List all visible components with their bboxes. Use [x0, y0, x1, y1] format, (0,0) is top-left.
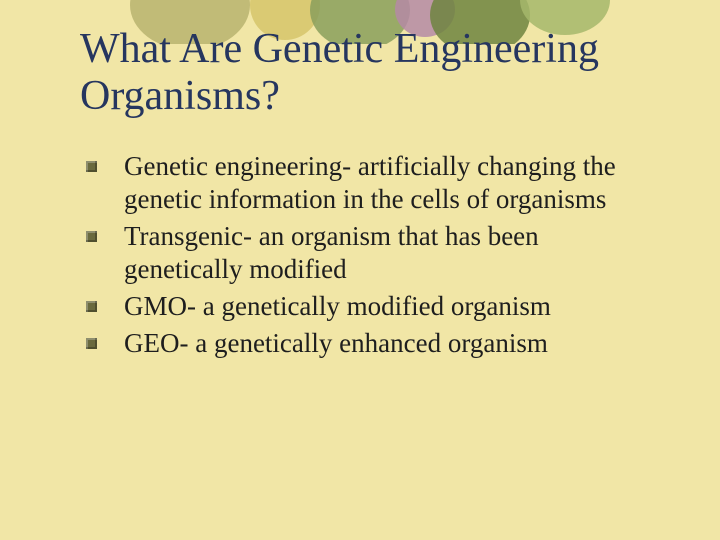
bullet-icon	[86, 231, 97, 242]
slide: What Are Genetic Engineering Organisms? …	[0, 0, 720, 540]
list-item: GMO- a genetically modified organism	[80, 290, 660, 323]
bullet-icon	[86, 301, 97, 312]
list-item-text: GMO- a genetically modified organism	[124, 291, 551, 321]
bullet-list: Genetic engineering- artificially changi…	[80, 150, 660, 360]
bullet-icon	[86, 338, 97, 349]
list-item: Transgenic- an organism that has been ge…	[80, 220, 660, 286]
slide-title: What Are Genetic Engineering Organisms?	[80, 26, 670, 120]
slide-body: Genetic engineering- artificially changi…	[80, 150, 660, 364]
list-item-text: Genetic engineering- artificially changi…	[124, 151, 616, 214]
list-item-text: GEO- a genetically enhanced organism	[124, 328, 548, 358]
list-item: GEO- a genetically enhanced organism	[80, 327, 660, 360]
bullet-icon	[86, 161, 97, 172]
list-item: Genetic engineering- artificially changi…	[80, 150, 660, 216]
list-item-text: Transgenic- an organism that has been ge…	[124, 221, 539, 284]
